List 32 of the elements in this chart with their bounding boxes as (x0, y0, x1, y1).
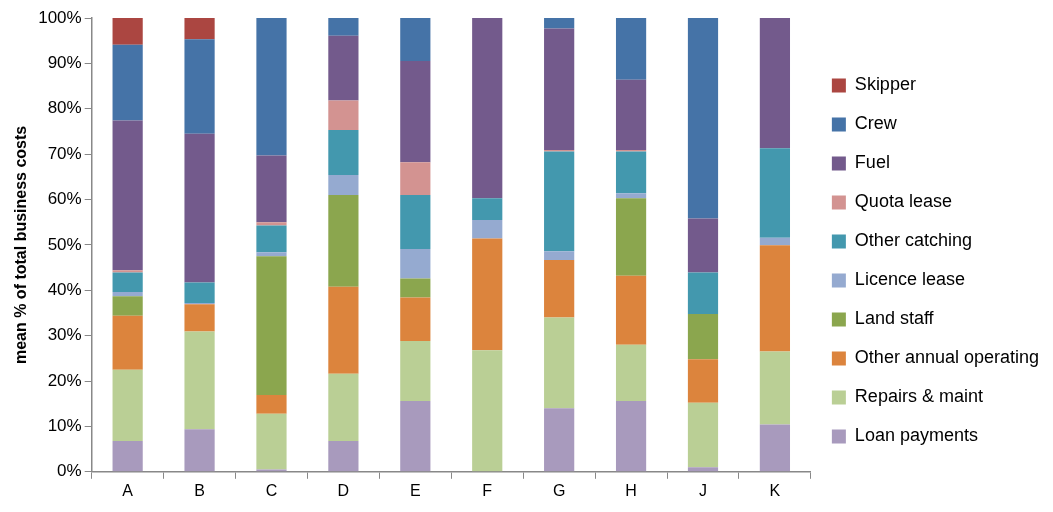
x-tick-label: D (337, 481, 350, 499)
y-tick-label: 70% (47, 143, 82, 163)
y-tick-label: 80% (47, 98, 82, 118)
y-tick-label: 30% (47, 325, 82, 345)
x-tick-label: G (552, 481, 566, 499)
x-tick-label: H (625, 481, 637, 499)
x-tick-label: A (122, 481, 134, 499)
y-tick-label: 10% (47, 416, 82, 436)
x-tick-label: B (194, 481, 205, 499)
legend-label: Other catching (854, 230, 972, 251)
x-tick-label: K (769, 481, 781, 499)
y-tick-label: 50% (47, 234, 82, 254)
legend-label: Fuel (854, 152, 890, 173)
x-tick-label: J (698, 481, 707, 499)
y-tick-label: 90% (47, 53, 82, 73)
y-tick-label: 20% (47, 370, 82, 390)
legend-label: Loan payments (854, 425, 978, 446)
legend-label: Other annual operating (854, 347, 1040, 368)
y-tick-label: 40% (47, 279, 82, 299)
x-tick-label: C (265, 481, 278, 499)
x-tick-label: E (409, 481, 421, 499)
legend-label: Land staff (854, 308, 935, 329)
legend-label: Quota lease (854, 191, 952, 212)
legend-label: Licence lease (854, 269, 965, 290)
y-axis-title: mean % of total business costs (12, 125, 30, 365)
legend-label: Repairs & maint (854, 386, 983, 407)
y-tick-label: 60% (47, 189, 82, 209)
legend-label: Skipper (854, 74, 916, 95)
legend-label: Crew (854, 113, 898, 134)
y-tick-label: 0% (57, 461, 82, 481)
y-tick-label: 100% (38, 7, 82, 27)
x-tick-label: F (482, 481, 493, 499)
